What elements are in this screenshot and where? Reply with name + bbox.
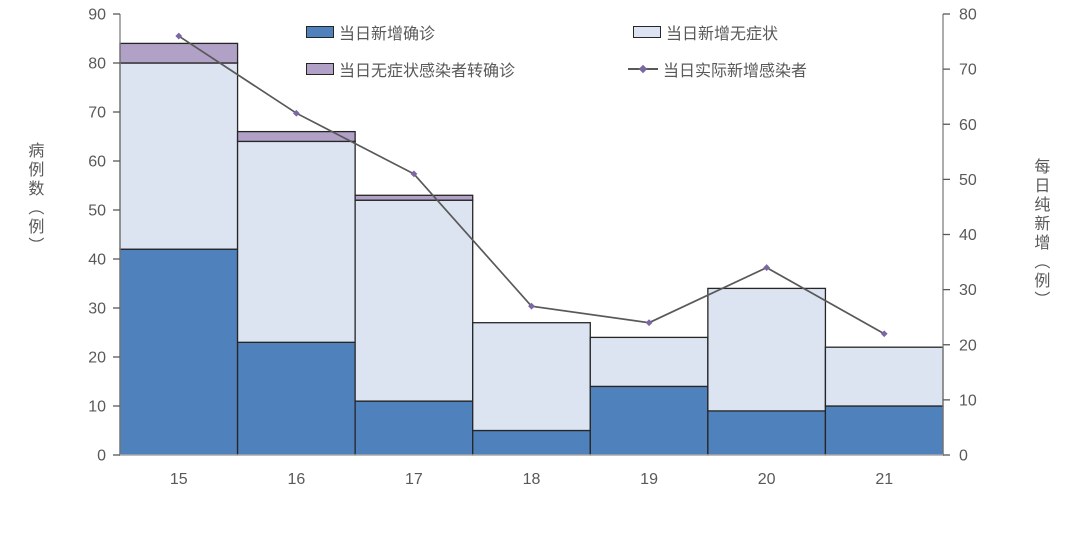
bar-segment xyxy=(119,248,239,456)
right-axis-tick-label: 10 xyxy=(959,392,977,409)
left-axis-tick-label: 10 xyxy=(88,399,106,416)
right-axis-tick-label: 50 xyxy=(959,172,977,189)
legend-label: 当日新增无症状 xyxy=(666,26,779,43)
right-axis-title: 每日纯新增（例） xyxy=(1031,158,1049,310)
right-axis-tick-label: 20 xyxy=(959,337,977,354)
legend-swatch-asymptomatic-icon xyxy=(633,26,661,38)
x-axis-tick-label: 16 xyxy=(287,471,305,488)
right-axis-tick-label: 0 xyxy=(959,448,968,465)
legend-item-converted: 当日无症状感染者转确诊 xyxy=(306,57,515,81)
right-axis-tick-label: 70 xyxy=(959,62,977,79)
bar-segment xyxy=(354,199,474,402)
x-axis-tick-label: 18 xyxy=(523,471,541,488)
bar-segment xyxy=(472,429,591,456)
bar-segment xyxy=(707,410,827,456)
right-axis-tick-label: 60 xyxy=(959,117,977,134)
right-axis-tick-label: 40 xyxy=(959,227,977,244)
line-marker-icon xyxy=(763,264,771,271)
legend-label: 当日实际新增感染者 xyxy=(663,63,808,80)
legend-swatch-converted-icon xyxy=(306,63,334,75)
left-axis-tick-label: 90 xyxy=(88,7,106,24)
x-axis-tick-label: 21 xyxy=(875,471,893,488)
line-marker-icon xyxy=(175,32,183,40)
left-axis-tick-label: 30 xyxy=(88,301,106,318)
bar-segment xyxy=(589,385,709,456)
line-marker-icon xyxy=(528,302,535,310)
bar-segment xyxy=(472,322,591,432)
legend-label: 当日新增确诊 xyxy=(339,26,436,43)
legend-item-actual-new: 当日实际新增感染者 xyxy=(628,57,807,81)
left-axis-tick-label: 70 xyxy=(88,105,106,122)
bar-segment xyxy=(824,405,944,456)
bar-segment xyxy=(824,346,944,407)
left-axis-title: 病例数（例） xyxy=(25,142,43,256)
bar-segment xyxy=(707,287,827,412)
x-axis-tick-label: 17 xyxy=(405,471,423,488)
left-axis-tick-label: 50 xyxy=(88,203,106,220)
bar-segment xyxy=(119,42,239,64)
legend-item-confirmed: 当日新增确诊 xyxy=(306,20,435,44)
legend-swatch-confirmed-icon xyxy=(306,26,334,38)
line-marker-icon xyxy=(410,170,418,178)
bar-segment xyxy=(119,62,239,250)
x-axis-tick-label: 15 xyxy=(170,471,188,488)
bar-segment xyxy=(589,336,709,388)
x-axis-tick-label: 19 xyxy=(640,471,658,488)
legend-label: 当日无症状感染者转确诊 xyxy=(339,63,516,80)
x-axis-tick-label: 20 xyxy=(758,471,776,488)
bar-segment xyxy=(354,194,474,201)
left-axis-tick-label: 40 xyxy=(88,252,106,269)
legend-line-marker-icon xyxy=(628,63,658,75)
line-marker-icon xyxy=(880,330,888,338)
bar-segment xyxy=(236,140,356,343)
right-axis-tick-label: 30 xyxy=(959,282,977,299)
bar-segment xyxy=(236,130,356,143)
right-axis-tick-label: 80 xyxy=(959,7,977,24)
left-axis-tick-label: 0 xyxy=(97,448,106,465)
left-axis-tick-label: 20 xyxy=(88,350,106,367)
line-marker-icon xyxy=(645,319,653,327)
line-marker-icon xyxy=(292,109,300,117)
left-axis-tick-label: 60 xyxy=(88,154,106,171)
legend-item-asymptomatic: 当日新增无症状 xyxy=(633,20,778,44)
bar-segment xyxy=(236,341,356,456)
left-axis-tick-label: 80 xyxy=(88,56,106,73)
bar-segment xyxy=(354,400,474,456)
